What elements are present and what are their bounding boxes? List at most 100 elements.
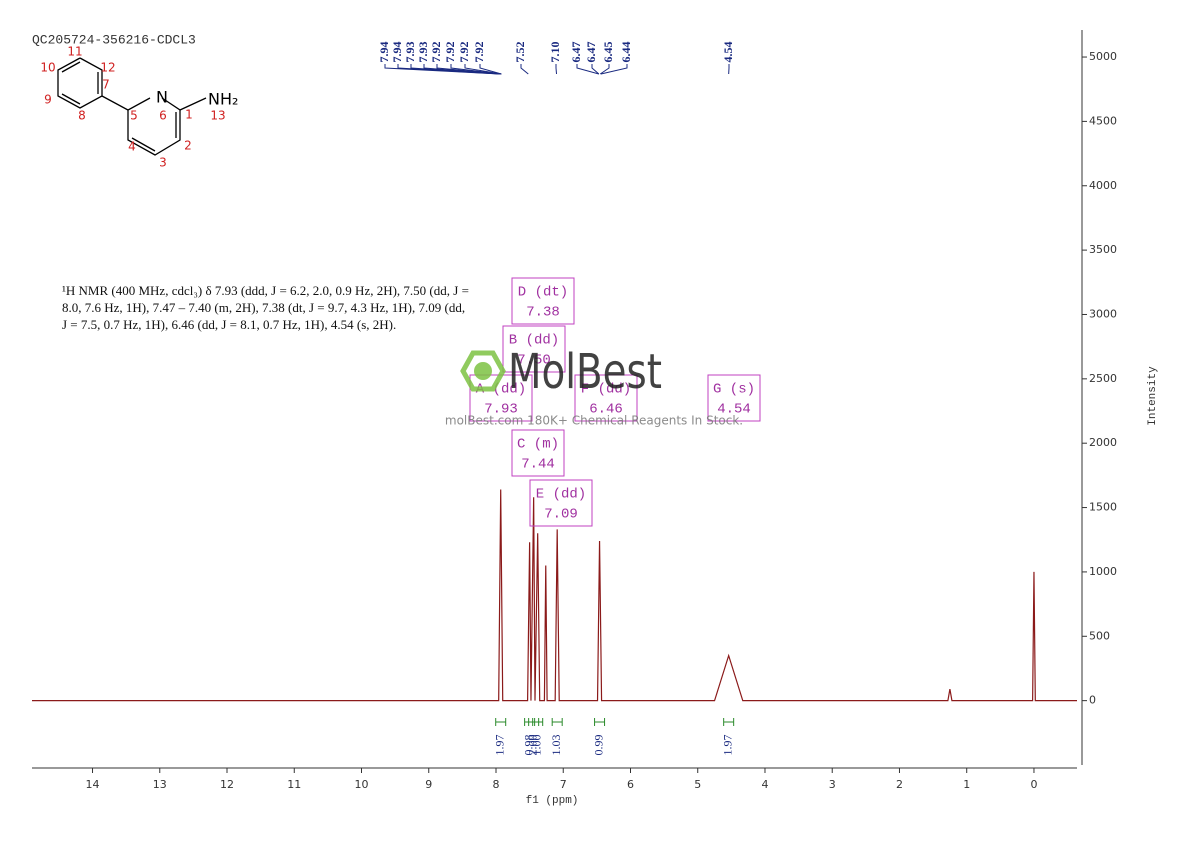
x-tick-label: 8 [492, 778, 499, 791]
y-tick-label: 2500 [1089, 372, 1117, 385]
structure [57, 57, 207, 156]
integral-label: 1.97 [492, 735, 506, 756]
x-axis-label: f1 (ppm) [526, 795, 579, 807]
y-tick-label: 4500 [1089, 114, 1117, 127]
chart-title: QC205724-356216-CDCL3 [32, 32, 196, 47]
multiplet-label: E (dd) [536, 487, 586, 503]
atom-number: 13 [210, 109, 225, 123]
multiplet-shift: 7.09 [544, 507, 578, 523]
x-tick-label: 4 [761, 778, 768, 791]
integral-label: 0.99 [591, 735, 605, 756]
atom-label: N [156, 88, 168, 107]
peak-pick-connector [450, 64, 502, 75]
peak-pick-connector [600, 64, 628, 75]
peak-pick-label: 7.92 [472, 42, 486, 63]
peak-pick-connector [479, 64, 502, 75]
atom-number: 5 [130, 109, 138, 123]
peak-pick-connector [591, 64, 600, 75]
multiplet-shift: 6.46 [589, 402, 623, 418]
y-tick-label: 500 [1089, 629, 1110, 642]
integral-label: 2.00 [525, 735, 539, 756]
nmr-description: ¹H NMR (400 MHz, cdcl₃) δ 7.93 (ddd, J =… [62, 283, 469, 332]
multiplet-shift: 7.93 [484, 402, 518, 418]
atom-number: 6 [159, 109, 167, 123]
peak-pick-label: 6.45 [601, 42, 615, 63]
y-tick-label: 1000 [1089, 565, 1117, 578]
multiplet-shift: 7.50 [517, 353, 551, 369]
peak-pick-label: 7.10 [548, 42, 562, 63]
multiplet-label: C (m) [517, 437, 559, 453]
x-tick-label: 10 [355, 778, 369, 791]
x-tick-label: 14 [86, 778, 100, 791]
multiplet-shift: 7.44 [521, 457, 555, 473]
atom-number: 11 [67, 45, 82, 59]
multiplet-box [574, 374, 638, 422]
peak-pick-connector [436, 64, 502, 75]
x-tick-label: 3 [829, 778, 836, 791]
x-tick-label: 6 [627, 778, 634, 791]
y-axis-label: Intensity [1147, 366, 1159, 426]
peak-pick-connector [555, 64, 558, 75]
atom-number: 12 [100, 61, 115, 75]
multiplet-box [511, 429, 565, 477]
integral-bracket [532, 718, 544, 726]
spectrum-line [32, 489, 1077, 702]
y-tick-label: 5000 [1089, 50, 1117, 63]
integral-label: 0.98 [521, 735, 535, 756]
multiplet-shift: 7.38 [526, 305, 560, 321]
y-tick-label: 4000 [1089, 179, 1117, 192]
peak-pick-label: 7.92 [457, 42, 471, 63]
double-bond [131, 137, 156, 152]
peak-pick-label: 7.93 [416, 42, 430, 63]
atom-number: 9 [44, 93, 52, 107]
x-tick-label: 7 [560, 778, 567, 791]
integral-bracket [594, 718, 606, 726]
atom-label: NH₂ [208, 90, 238, 109]
multiplet-label: G (s) [713, 382, 755, 398]
multiplet-box [707, 374, 761, 422]
atom-number: 8 [78, 109, 86, 123]
y-tick-label: 2000 [1089, 436, 1117, 449]
benzene-ring [57, 57, 103, 109]
peak-pick-connector [599, 64, 610, 75]
peak-pick-label: 7.94 [377, 42, 391, 63]
peak-pick-label: 6.47 [569, 42, 583, 63]
atom-number: 2 [184, 139, 192, 153]
x-tick-label: 11 [287, 778, 301, 791]
watermark-logo [460, 350, 506, 392]
bond [179, 97, 207, 111]
integral-bracket [495, 718, 507, 726]
bond [101, 95, 129, 111]
peak-pick-connector [520, 64, 529, 75]
x-tick-label: 9 [425, 778, 432, 791]
watermark: MolBest molBest.com 180K+ Chemical Reagen… [445, 344, 743, 428]
x-tick-label: 2 [896, 778, 903, 791]
atom-number: 3 [159, 156, 167, 170]
peak-pick-label: 7.92 [429, 42, 443, 63]
peak-pick-connector [464, 64, 502, 75]
x-tick-label: 12 [220, 778, 234, 791]
multiplet-box [511, 277, 575, 325]
peak-pick-label: 6.47 [584, 42, 598, 63]
double-bond [61, 93, 81, 105]
peak-pick-label: 4.54 [721, 42, 735, 63]
multiplet-box [502, 325, 566, 373]
double-bond [61, 61, 81, 73]
atom-number: 10 [40, 61, 55, 75]
atom-number: 4 [128, 140, 136, 154]
multiplet-shift: 4.54 [717, 402, 751, 418]
integral-bracket [551, 718, 563, 726]
x-tick-label: 13 [153, 778, 167, 791]
x-tick-label: 5 [694, 778, 701, 791]
atom-number: 1 [185, 108, 193, 122]
peak-pick-connector [576, 64, 600, 75]
multiplet-label: A (dd) [476, 382, 526, 398]
peak-pick-label: 6.44 [619, 42, 633, 63]
y-tick-label: 1500 [1089, 501, 1117, 514]
multiplet-label: D (dt) [518, 285, 568, 301]
watermark-brand: MolBest [508, 344, 662, 400]
integral-label: 1.00 [529, 735, 543, 756]
peak-pick-label: 7.52 [513, 42, 527, 63]
